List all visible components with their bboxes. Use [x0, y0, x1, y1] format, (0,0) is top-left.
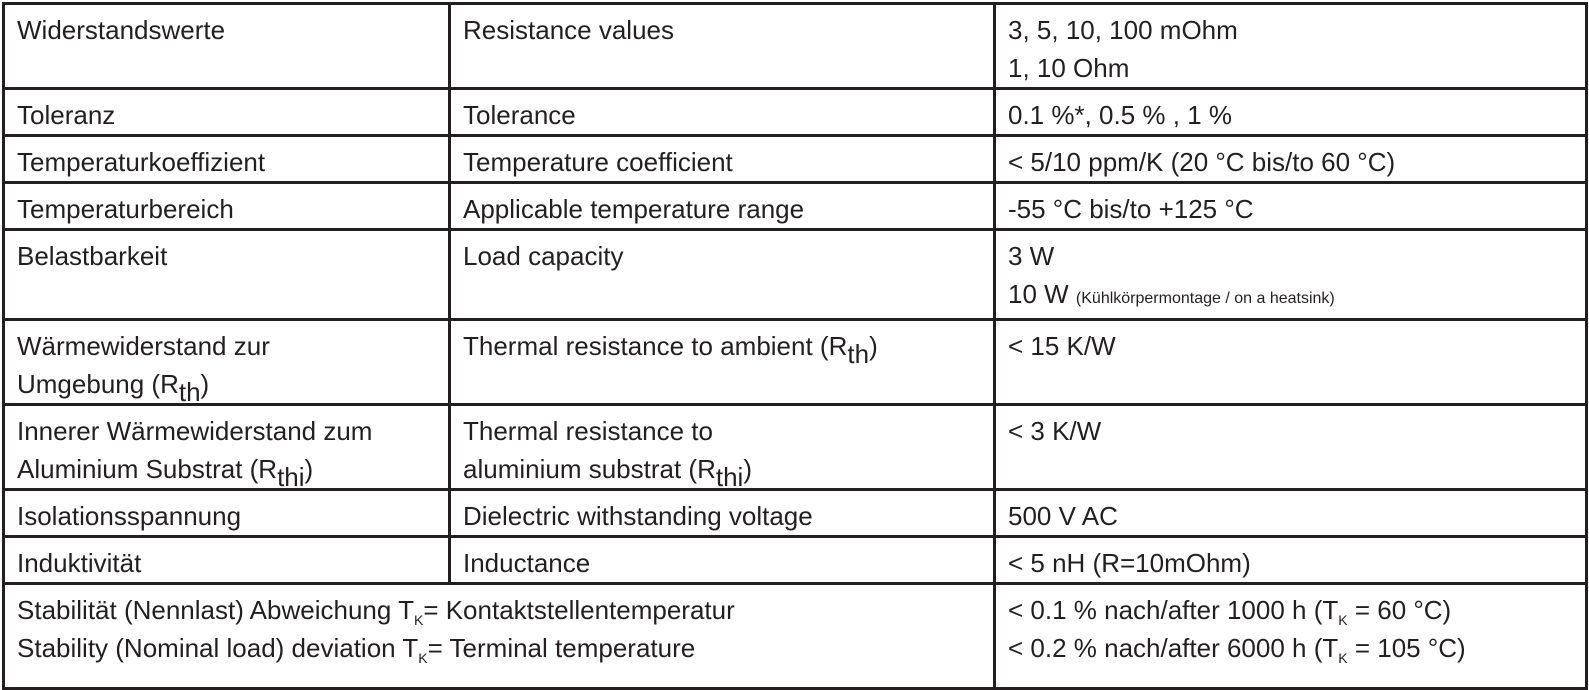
table-row: Toleranz Tolerance 0.1 %*, 0.5 % , 1 %: [2, 87, 1588, 137]
value-cell: 500 V AC: [993, 488, 1588, 538]
label-en: Dielectric withstanding voltage: [448, 488, 996, 538]
table-row: Temperaturkoeffizient Temperature coeffi…: [2, 134, 1588, 184]
table-row: Isolationsspannung Dielectric withstandi…: [2, 488, 1588, 538]
label-de: Toleranz: [2, 87, 451, 137]
table-row: Belastbarkeit Load capacity 3 W 10 W (Kü…: [2, 228, 1588, 321]
value-cell: 0.1 %*, 0.5 % , 1 %: [993, 87, 1588, 137]
stability-label: Stabilität (Nennlast) Abweichung TK= Kon…: [2, 582, 996, 690]
label-de: Innerer Wärmewiderstand zum Aluminium Su…: [2, 403, 451, 491]
table-row: Innerer Wärmewiderstand zum Aluminium Su…: [2, 403, 1588, 491]
value-cell: < 3 K/W: [993, 403, 1588, 491]
value-cell: -55 °C bis/to +125 °C: [993, 181, 1588, 231]
value-cell: < 5 nH (R=10mOhm): [993, 535, 1588, 585]
label-en: Thermal resistance to aluminium substrat…: [448, 403, 996, 491]
label-en: Temperature coefficient: [448, 134, 996, 184]
value-line: 1, 10 Ohm: [1008, 53, 1130, 83]
label-de: Temperaturkoeffizient: [2, 134, 451, 184]
table-row: Temperaturbereich Applicable temperature…: [2, 181, 1588, 231]
value-note: (Kühlkörpermontage / on a heatsink): [1075, 290, 1335, 307]
label-de: Belastbarkeit: [2, 228, 451, 321]
table-row: Stabilität (Nennlast) Abweichung TK= Kon…: [2, 582, 1588, 690]
table-row: Induktivität Inductance < 5 nH (R=10mOhm…: [2, 535, 1588, 585]
label-en: Load capacity: [448, 228, 996, 321]
label-de: Temperaturbereich: [2, 181, 451, 231]
value-cell: < 0.1 % nach/after 1000 h (TK = 60 °C) <…: [993, 582, 1588, 690]
label-en: Tolerance: [448, 87, 996, 137]
label-de: Isolationsspannung: [2, 488, 451, 538]
value-cell: 3 W 10 W (Kühlkörpermontage / on a heats…: [993, 228, 1588, 321]
label-de: Wärmewiderstand zur Umgebung (Rth): [2, 318, 451, 406]
label-en: Applicable temperature range: [448, 181, 996, 231]
value-cell: 3, 5, 10, 100 mOhm 1, 10 Ohm: [993, 2, 1588, 90]
value-line: 3, 5, 10, 100 mOhm: [1008, 15, 1238, 45]
value-line: 10 W (Kühlkörpermontage / on a heatsink): [1008, 279, 1335, 309]
label-en: Inductance: [448, 535, 996, 585]
label-de: Induktivität: [2, 535, 451, 585]
label-en: Thermal resistance to ambient (Rth): [448, 318, 996, 406]
table-row: Wärmewiderstand zur Umgebung (Rth) Therm…: [2, 318, 1588, 406]
value-cell: < 15 K/W: [993, 318, 1588, 406]
table-row: Widerstandswerte Resistance values 3, 5,…: [2, 2, 1588, 90]
label-de: Widerstandswerte: [2, 2, 451, 90]
value-cell: < 5/10 ppm/K (20 °C bis/to 60 °C): [993, 134, 1588, 184]
value-line: 3 W: [1008, 241, 1055, 271]
label-en: Resistance values: [448, 2, 996, 90]
